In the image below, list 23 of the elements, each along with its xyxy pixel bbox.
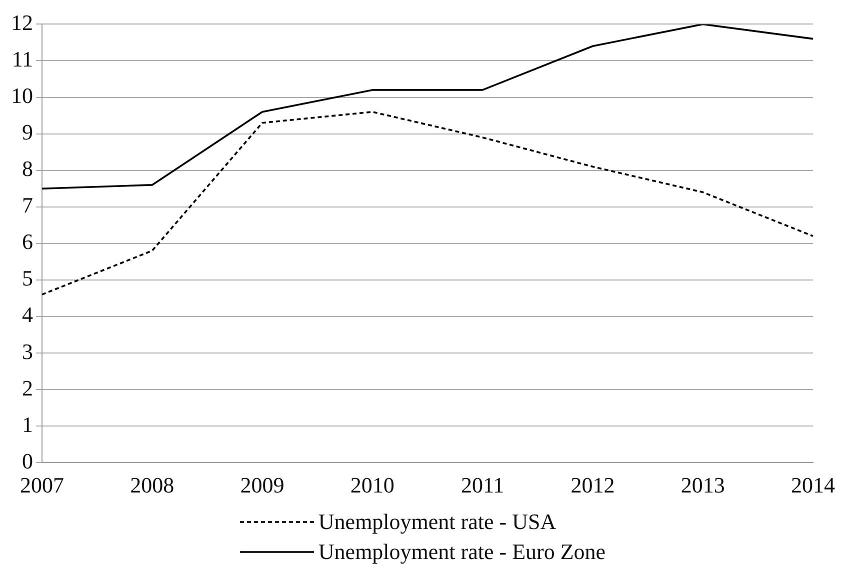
y-tick-label: 12 <box>11 10 33 35</box>
y-tick-label: 4 <box>22 302 33 328</box>
y-tick-label: 10 <box>11 83 33 108</box>
x-tick-label: 2007 <box>20 472 64 498</box>
y-tick-label: 9 <box>22 120 33 145</box>
y-tick-label: 0 <box>22 448 33 474</box>
x-tick-label: 2014 <box>791 472 835 498</box>
x-tick-label: 2012 <box>570 472 615 498</box>
y-tick-label: 1 <box>22 412 33 437</box>
y-tick-label: 2 <box>22 375 33 400</box>
y-tick-label: 5 <box>22 266 33 291</box>
x-tick-label: 2013 <box>680 472 725 498</box>
y-tick-label: 8 <box>22 156 33 182</box>
x-tick-label: 2009 <box>240 472 284 498</box>
x-tick-label: 2010 <box>350 472 394 498</box>
y-tick-label: 3 <box>22 338 33 364</box>
x-tick-label: 2011 <box>460 472 504 498</box>
legend-label: Unemployment rate - USA <box>318 508 556 536</box>
legend-label: Unemployment rate - Euro Zone <box>318 538 606 566</box>
y-tick-label: 7 <box>22 192 33 218</box>
y-tick-label: 11 <box>12 46 33 72</box>
x-tick-label: 2008 <box>130 472 174 498</box>
y-tick-label: 6 <box>22 229 33 254</box>
